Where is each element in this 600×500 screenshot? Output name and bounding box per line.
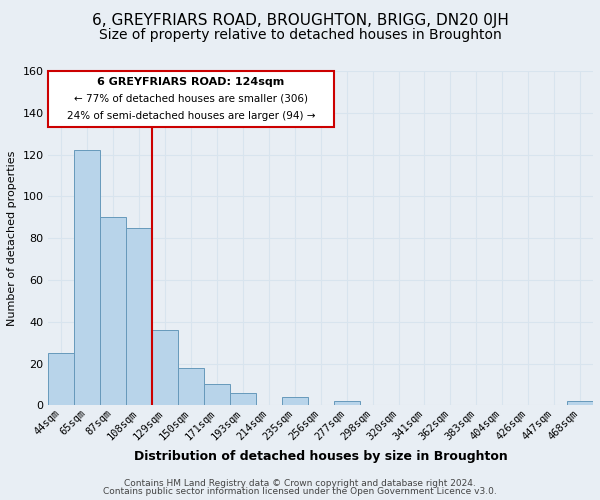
- Bar: [49, 353, 74, 406]
- Text: Contains public sector information licensed under the Open Government Licence v3: Contains public sector information licen…: [103, 487, 497, 496]
- Bar: [204, 384, 230, 406]
- Bar: [230, 393, 256, 406]
- Text: 6, GREYFRIARS ROAD, BROUGHTON, BRIGG, DN20 0JH: 6, GREYFRIARS ROAD, BROUGHTON, BRIGG, DN…: [92, 12, 508, 28]
- Bar: [334, 401, 359, 406]
- Text: Contains HM Land Registry data © Crown copyright and database right 2024.: Contains HM Land Registry data © Crown c…: [124, 478, 476, 488]
- Text: 24% of semi-detached houses are larger (94) →: 24% of semi-detached houses are larger (…: [67, 110, 316, 120]
- Text: Size of property relative to detached houses in Broughton: Size of property relative to detached ho…: [98, 28, 502, 42]
- Y-axis label: Number of detached properties: Number of detached properties: [7, 150, 17, 326]
- Bar: [178, 368, 204, 406]
- Bar: [100, 217, 126, 406]
- Bar: [74, 150, 100, 406]
- X-axis label: Distribution of detached houses by size in Broughton: Distribution of detached houses by size …: [134, 450, 508, 463]
- Bar: [567, 401, 593, 406]
- Bar: [152, 330, 178, 406]
- Bar: [126, 228, 152, 406]
- FancyBboxPatch shape: [49, 71, 334, 128]
- Text: 6 GREYFRIARS ROAD: 124sqm: 6 GREYFRIARS ROAD: 124sqm: [97, 77, 285, 87]
- Bar: [282, 397, 308, 406]
- Text: ← 77% of detached houses are smaller (306): ← 77% of detached houses are smaller (30…: [74, 94, 308, 104]
